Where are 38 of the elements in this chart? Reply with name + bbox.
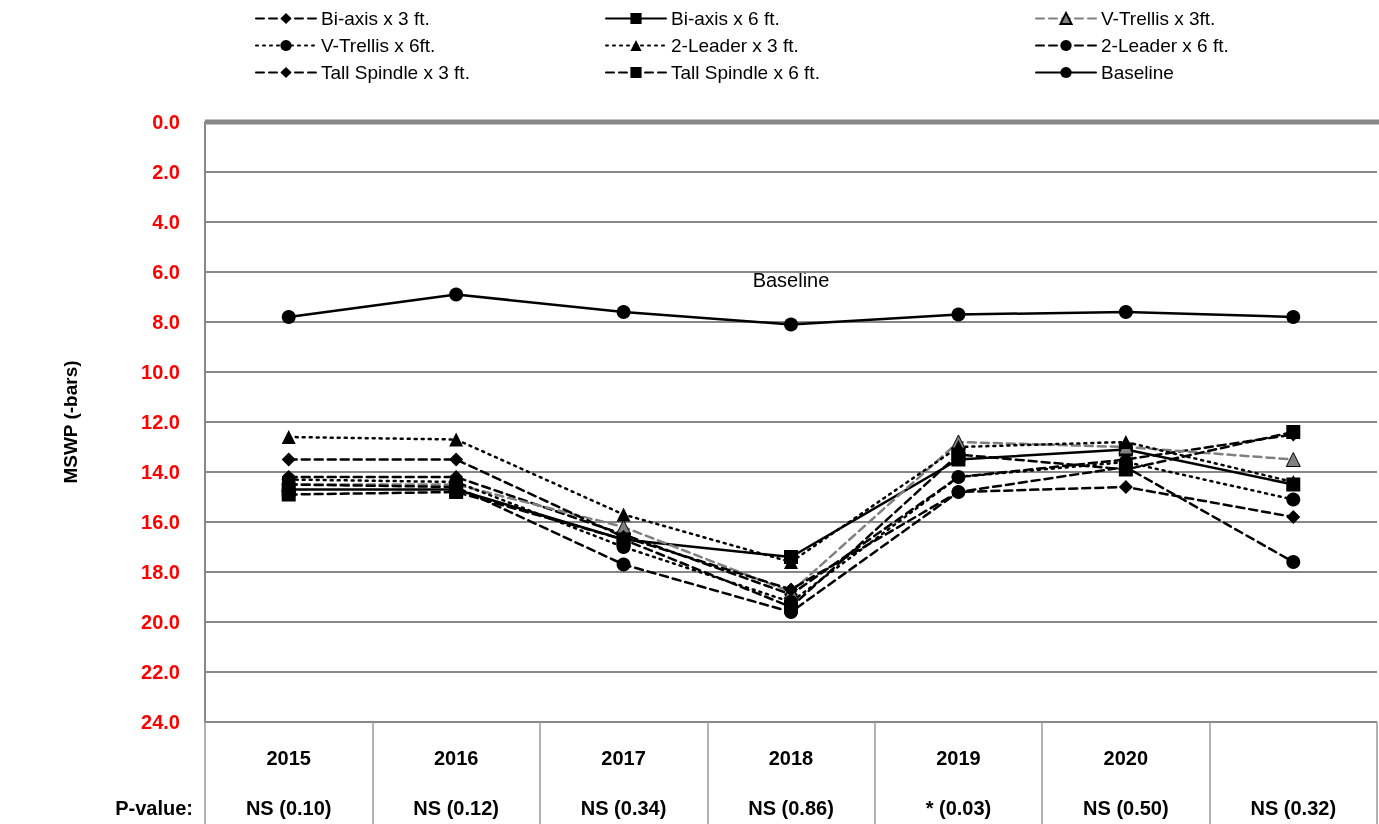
text: P-value: <box>115 797 193 819</box>
text: NS (0.10) <box>245 797 332 819</box>
y-tick-label: 18.0 <box>141 561 180 583</box>
y-tick-label: 22.0 <box>141 661 180 683</box>
y-tick-label: 24.0 <box>141 711 180 733</box>
x-tick-label: 2019 <box>936 747 981 769</box>
x-tick-label: 2016 <box>433 747 479 769</box>
y-tick-label: 12.0 <box>141 411 180 433</box>
y-tick-label: 16.0 <box>141 511 180 533</box>
y-tick-label: 8.0 <box>152 311 180 333</box>
x-tick-label: 2020 <box>1103 747 1149 769</box>
y-tick-label: 14.0 <box>141 461 180 483</box>
y-tick-label: 6.0 <box>152 261 180 283</box>
y-tick-label: 4.0 <box>152 211 180 233</box>
y-tick-label: 2.0 <box>152 161 180 183</box>
text: NS (0.34) <box>580 797 667 819</box>
legend-label: Bi-axis x 3 ft. <box>321 8 430 29</box>
x-tick-label: 2015 <box>266 747 311 769</box>
legend-label: V-Trellis x 6ft. <box>321 35 436 56</box>
legend-label: 2-Leader x 6 ft. <box>1101 35 1229 56</box>
x-tick-label: 2017 <box>601 747 646 769</box>
y-tick-label: 0.0 <box>152 111 180 133</box>
text: NS (0.50) <box>1083 797 1169 819</box>
y-axis-title: MSWP (-bars) <box>60 360 81 484</box>
text: NS (0.32) <box>1250 797 1337 819</box>
legend-label: Baseline <box>1101 62 1174 83</box>
legend-label: Bi-axis x 6 ft. <box>671 8 780 29</box>
legend-label: Tall Spindle x 3 ft. <box>321 62 470 83</box>
y-tick-label: 20.0 <box>141 611 180 633</box>
legend-label: 2-Leader x 3 ft. <box>671 35 799 56</box>
legend-label: V-Trellis x 3ft. <box>1101 8 1216 29</box>
text: * (0.03) <box>925 797 992 819</box>
x-tick-label: 2018 <box>768 747 814 769</box>
annotation: Baseline <box>752 269 830 291</box>
text: NS (0.86) <box>748 797 834 819</box>
legend-label: Tall Spindle x 6 ft. <box>671 62 820 83</box>
y-tick-label: 10.0 <box>141 361 180 383</box>
text: NS (0.12) <box>413 797 499 819</box>
